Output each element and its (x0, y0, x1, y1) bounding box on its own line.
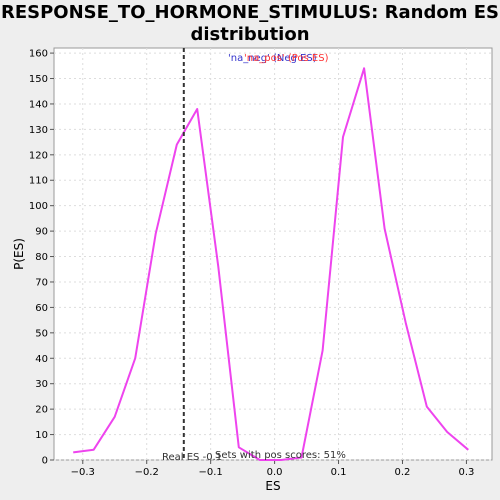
series-group (73, 67, 469, 461)
plot-area (53, 47, 493, 461)
y-axis-label: P(ES) (12, 238, 26, 270)
y-tick-label: 10 (35, 430, 48, 441)
x-tick-label: 0.0 (267, 467, 283, 478)
x-tick-label: −0.3 (71, 467, 95, 478)
y-tick-label: 160 (29, 49, 48, 60)
chart-title-line-2: distribution (190, 24, 310, 45)
y-tick-label: 0 (42, 456, 48, 467)
pos-scores-annotation: Sets with pos scores: 51% (215, 450, 346, 461)
y-tick-label: 150 (29, 74, 48, 85)
y-tick-label: 70 (35, 277, 48, 288)
x-tick-label: −0.1 (199, 467, 223, 478)
x-tick-label: 0.3 (458, 467, 474, 478)
y-tick-label: 30 (35, 379, 48, 390)
y-tick-label: 50 (35, 328, 48, 339)
y-tick-label: 60 (35, 303, 48, 314)
chart-title-line-1: RESPONSE_TO_HORMONE_STIMULUS: Random ES (0, 2, 499, 23)
y-tick-label: 20 (35, 405, 48, 416)
x-tick-label: −0.2 (135, 467, 159, 478)
x-axis-label: ES (265, 479, 280, 493)
y-tick-label: 130 (29, 125, 48, 136)
x-tick-label: 0.1 (331, 467, 347, 478)
real-es-label: Real ES -0.1 (162, 452, 222, 463)
y-tick-label: 40 (35, 354, 48, 365)
grid-lines (54, 48, 492, 461)
y-axis-ticks: 0 10 20 30 40 50 60 70 80 90 100 110 120 130 140 150 160 (29, 49, 54, 467)
y-tick-label: 80 (35, 252, 48, 263)
es-distribution-line (73, 67, 469, 461)
y-tick-label: 140 (29, 99, 48, 110)
legend-entry-neg: 'na_neg' (Neg ES) (228, 53, 317, 64)
y-tick-label: 110 (29, 176, 48, 187)
y-tick-label: 120 (29, 150, 48, 161)
x-axis-ticks: −0.3 −0.2 −0.1 0.0 0.1 0.2 0.3 (71, 460, 474, 478)
chart-title: RESPONSE_TO_HORMONE_STIMULUS: Random ES … (0, 2, 500, 46)
y-tick-label: 90 (35, 227, 48, 238)
legend-entry-pos: 'na_pos' (Pos ES) (244, 53, 329, 64)
x-tick-label: 0.2 (395, 467, 411, 478)
y-tick-label: 100 (29, 201, 48, 212)
